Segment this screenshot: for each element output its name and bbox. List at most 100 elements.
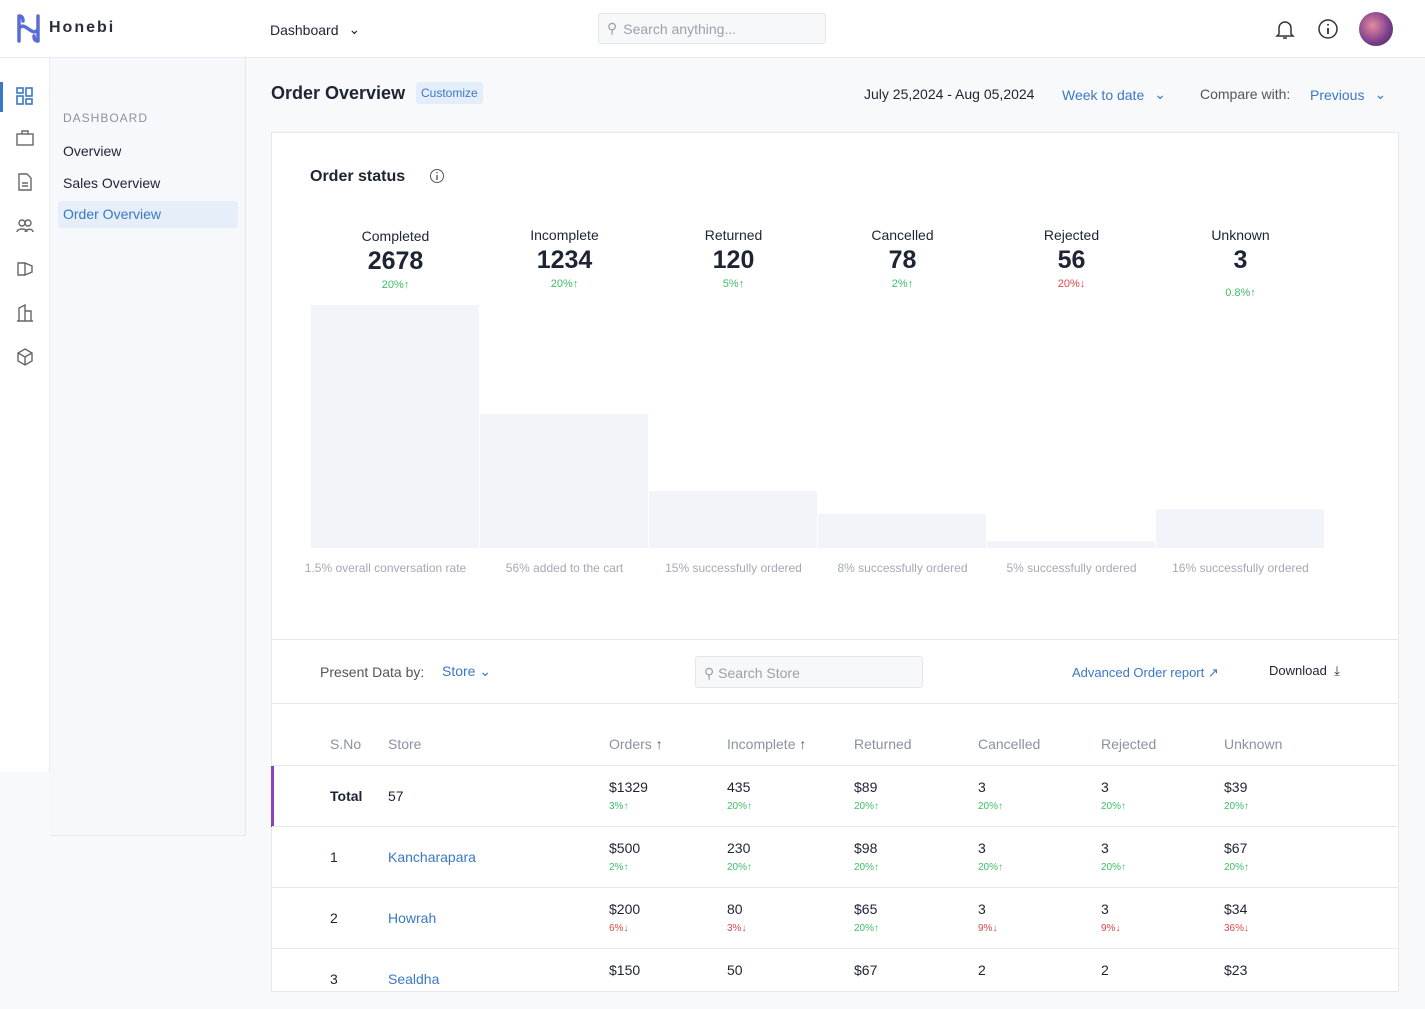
status-label: Incomplete [530,227,599,243]
store-link[interactable]: Howrah [388,910,437,926]
present-data-value: Store [442,663,476,679]
table-total-row: Total 57 $1329 3%↑ 435 20%↑ $89 20%↑ 3 20%↑ 3 20%↑ $… [271,765,1398,827]
column-header-returned: Returned [854,736,912,752]
status-value: 1234 [536,246,593,274]
status-returned: Returned 120 5%↑ [649,227,818,290]
chevron-down-icon: ⌄ [1374,86,1387,102]
date-range: July 25,2024 - Aug 05,2024 [864,86,1035,102]
period-dropdown[interactable]: Week to date ⌄ [1062,86,1166,103]
cell-change: 2%↑ [609,862,629,873]
user-avatar[interactable] [1359,12,1393,46]
store-link[interactable]: Sealdha [388,971,440,987]
row-cell: 3 20%↑ [1101,779,1127,812]
column-header-orders[interactable]: Orders ↑ [609,736,663,752]
status-value: 56 [1057,246,1086,274]
status-value: 3 [1233,246,1248,274]
status-note: 1.5% overall conversation rate [304,561,467,575]
status-change: 5%↑ [722,278,745,290]
cell-change: 20%↑ [1101,862,1127,873]
status-label: Unknown [1211,227,1270,243]
sidebar-item-sales-overview[interactable]: Sales Overview [63,175,161,191]
row-cell: $34 36%↓ [1224,901,1250,934]
search-icon: ⚲ [607,20,618,36]
row-sno: 2 [330,910,338,926]
status-value: 78 [888,246,917,274]
funnel-bar-completed [311,305,480,548]
row-sno: 3 [330,971,338,987]
present-data-label: Present Data by: [320,664,425,680]
status-unknown: Unknown 3 0.8%↑ [1156,227,1325,299]
column-header-unknown: Unknown [1224,736,1283,752]
cell-change: 20%↑ [854,862,880,873]
row-cell: $67 [854,962,878,978]
table-row: 1 Kancharapara $500 2%↑ 230 20%↑ $98 20%↑ 3 20%↑ 3… [272,826,1398,887]
status-note: 56% added to the cart [505,561,624,575]
chevron-down-icon: ⌄ [1154,86,1166,102]
cell-change: 9%↓ [978,923,998,934]
column-header-incomplete[interactable]: Incomplete ↑ [727,736,807,752]
row-cell: $200 6%↓ [609,901,641,934]
row-cell: 80 3%↓ [727,901,747,934]
dashboard-grid-icon[interactable] [15,86,35,106]
total-row-marker [271,766,274,827]
bell-icon[interactable] [1274,18,1296,40]
row-cell: $1329 3%↑ [609,779,648,812]
row-cell: 3 20%↑ [978,779,1004,812]
global-search-input[interactable]: ⚲ Search anything... [598,13,826,44]
customize-button[interactable]: Customize [416,82,483,104]
status-value: 2678 [367,247,424,275]
dashboard-menu-label: Dashboard [270,21,339,38]
row-cell: 2 [1101,962,1109,978]
present-data-dropdown[interactable]: Store ⌄ [442,663,491,680]
briefcase-icon[interactable] [15,128,35,148]
info-icon[interactable] [429,168,445,184]
status-change: 2%↑ [891,278,914,290]
status-change: 20%↑ [550,278,579,290]
row-cell: 3 20%↑ [978,840,1004,873]
status-label: Cancelled [871,227,934,243]
table-row: 2 Howrah $200 6%↓ 80 3%↓ $65 20%↑ 3 9%↓ 3 9%↓ $34 36%… [272,887,1398,948]
store-link[interactable]: Kancharapara [388,849,476,865]
status-note: 5% successfully ordered [1006,561,1137,575]
cell-change: 9%↓ [1101,923,1121,934]
building-icon[interactable] [15,303,35,323]
compare-label: Compare with: [1200,86,1291,102]
cell-change: 20%↑ [978,862,1004,873]
compare-dropdown[interactable]: Previous ⌄ [1310,86,1386,103]
status-incomplete: Incomplete 1234 20%↑ [480,227,649,290]
arrow-up-icon: ↑ [738,278,745,290]
status-completed: Completed 2678 20%↑ [311,228,480,291]
megaphone-icon[interactable] [15,259,35,279]
download-button[interactable]: Download ⤓ [1269,663,1340,679]
trend-up-icon: ↗ [1207,665,1219,680]
dashboard-menu[interactable]: Dashboard ⌄ [270,21,360,38]
cell-change: 20%↑ [727,862,753,873]
cell-change: 20%↑ [727,801,753,812]
cell-change: 20%↑ [1224,801,1250,812]
period-value: Week to date [1062,86,1145,103]
funnel-bar-returned [649,490,818,548]
sidebar-item-order-overview[interactable]: Order Overview [58,201,238,228]
row-cell: 3 20%↑ [1101,840,1127,873]
cell-change: 20%↑ [854,801,880,812]
honebi-logo-icon [17,14,40,43]
row-cell: $89 20%↑ [854,779,880,812]
row-cell: $67 20%↑ [1224,840,1250,873]
store-search-placeholder: Search Store [718,665,800,681]
advanced-order-report-link[interactable]: Advanced Order report ↗ [1072,665,1219,681]
box-icon[interactable] [15,347,35,367]
info-icon[interactable] [1317,18,1339,40]
icon-rail [0,58,50,772]
funnel-bar-incomplete [480,414,649,548]
cell-change: 20%↑ [978,801,1004,812]
status-note: 16% successfully ordered [1172,561,1309,575]
active-indicator [0,82,3,112]
users-icon[interactable] [15,216,35,236]
search-placeholder: Search anything... [623,20,737,37]
row-cell: $500 2%↑ [609,840,641,873]
sidebar-item-overview[interactable]: Overview [63,143,122,159]
compare-value: Previous [1310,86,1365,103]
sort-arrow-up-icon: ↑ [655,736,663,752]
document-icon[interactable] [15,172,35,192]
store-search-input[interactable]: ⚲ Search Store [695,656,923,688]
